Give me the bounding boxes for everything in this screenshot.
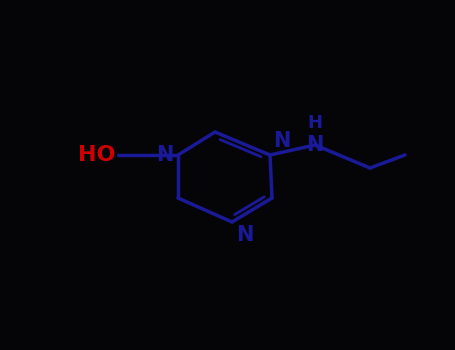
Text: N: N <box>236 225 253 245</box>
Text: H: H <box>308 114 323 132</box>
Text: N: N <box>273 131 290 151</box>
Text: HO: HO <box>77 145 115 165</box>
Text: N: N <box>306 135 324 155</box>
Text: N: N <box>157 145 174 165</box>
